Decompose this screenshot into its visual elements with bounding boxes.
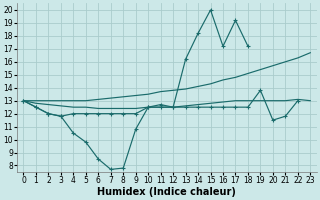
X-axis label: Humidex (Indice chaleur): Humidex (Indice chaleur) bbox=[98, 187, 236, 197]
